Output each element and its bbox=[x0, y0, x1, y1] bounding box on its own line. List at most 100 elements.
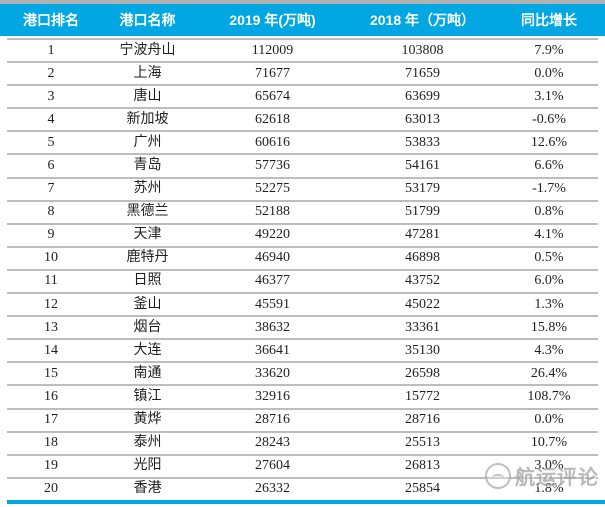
port-cell: 黄烨 bbox=[133, 412, 162, 428]
y2018-cell: 26598 bbox=[405, 365, 440, 381]
y2018-cell: 103808 bbox=[401, 42, 444, 58]
table-row: 16 镇江 32916 15772 108.7% bbox=[7, 384, 598, 407]
y2019-cell: 57736 bbox=[255, 158, 290, 174]
table-row: 14 大连 36641 35130 4.3% bbox=[7, 338, 598, 361]
y2018-cell: 25854 bbox=[405, 481, 440, 497]
table-row: 17 黄烨 28716 28716 0.0% bbox=[7, 407, 598, 431]
y2018-cell: 26813 bbox=[405, 458, 440, 474]
column-header-growth: 同比增长 bbox=[521, 12, 577, 28]
port-cell: 天津 bbox=[133, 227, 162, 243]
y2019-cell: 45591 bbox=[255, 296, 290, 312]
growth-cell: -1.7% bbox=[532, 181, 566, 197]
port-cell: 苏州 bbox=[133, 181, 162, 197]
table-row: 11 日照 46377 43752 6.0% bbox=[7, 268, 598, 292]
y2018-cell: 35130 bbox=[405, 342, 440, 358]
rank-cell: 10 bbox=[44, 250, 58, 266]
growth-cell: 4.1% bbox=[534, 227, 564, 243]
rank-cell: 13 bbox=[44, 319, 58, 335]
rank-cell: 20 bbox=[44, 481, 58, 497]
port-cell: 烟台 bbox=[133, 319, 162, 335]
table-row: 6 青岛 57736 54161 6.6% bbox=[7, 153, 598, 176]
growth-cell: 15.8% bbox=[530, 319, 568, 335]
growth-cell: 3.1% bbox=[534, 88, 564, 104]
table-row: 20 香港 26332 25854 1.8% bbox=[7, 476, 598, 500]
table-row: 12 釜山 45591 45022 1.3% bbox=[7, 292, 598, 315]
y2018-cell: 33361 bbox=[405, 319, 440, 335]
table-row: 18 泰州 28243 25513 10.7% bbox=[7, 430, 598, 454]
rank-cell: 16 bbox=[44, 388, 58, 404]
table-row: 7 苏州 52275 53179 -1.7% bbox=[7, 176, 598, 200]
y2019-cell: 60616 bbox=[255, 134, 290, 150]
rank-cell: 15 bbox=[44, 365, 58, 381]
port-cell: 釜山 bbox=[133, 296, 162, 312]
port-cell: 日照 bbox=[133, 273, 162, 289]
growth-cell: 1.3% bbox=[534, 296, 564, 312]
rank-cell: 18 bbox=[44, 435, 58, 451]
y2019-cell: 33620 bbox=[255, 365, 290, 381]
port-cell: 唐山 bbox=[133, 88, 162, 104]
table-row: 19 光阳 27604 26813 3.0% bbox=[7, 453, 598, 477]
rank-cell: 6 bbox=[47, 158, 55, 174]
y2018-cell: 53833 bbox=[405, 134, 440, 150]
rank-cell: 14 bbox=[44, 342, 58, 358]
y2018-cell: 63013 bbox=[405, 111, 440, 127]
y2018-cell: 51799 bbox=[405, 204, 440, 220]
growth-cell: 7.9% bbox=[534, 42, 564, 58]
column-header-rank: 港口排名 bbox=[23, 12, 79, 28]
growth-cell: 1.8% bbox=[534, 481, 564, 497]
y2019-cell: 36641 bbox=[255, 342, 290, 358]
y2019-cell: 62618 bbox=[255, 111, 290, 127]
y2018-cell: 47281 bbox=[405, 227, 440, 243]
y2019-cell: 49220 bbox=[255, 227, 290, 243]
y2019-cell: 52188 bbox=[255, 204, 290, 220]
column-header-port: 港口名称 bbox=[119, 12, 176, 28]
y2018-cell: 25513 bbox=[405, 435, 440, 451]
port-cell: 泰州 bbox=[133, 435, 162, 451]
growth-cell: 0.8% bbox=[534, 204, 564, 220]
rank-cell: 2 bbox=[47, 65, 55, 81]
rank-cell: 7 bbox=[47, 181, 55, 197]
table-body: 1 宁波舟山 112009 103808 7.9% 2 上海 71677 71659 0.0% 3 唐… bbox=[7, 38, 598, 500]
growth-cell: 0.5% bbox=[534, 250, 564, 266]
rank-cell: 5 bbox=[47, 134, 55, 150]
port-cell: 镇江 bbox=[133, 388, 162, 404]
table-row: 4 新加坡 62618 63013 -0.6% bbox=[7, 107, 598, 130]
y2018-cell: 71659 bbox=[405, 65, 440, 81]
rank-cell: 8 bbox=[47, 204, 55, 220]
y2018-cell: 63699 bbox=[405, 88, 440, 104]
rank-cell: 12 bbox=[44, 296, 58, 312]
port-cell: 光阳 bbox=[133, 458, 162, 474]
port-cell: 新加坡 bbox=[126, 111, 169, 127]
port-cell: 南通 bbox=[133, 365, 162, 381]
growth-cell: 10.7% bbox=[530, 435, 568, 451]
rank-cell: 3 bbox=[47, 88, 55, 104]
growth-cell: 3.0% bbox=[534, 458, 564, 474]
rank-cell: 1 bbox=[47, 42, 55, 58]
growth-cell: 6.6% bbox=[534, 158, 564, 174]
y2019-cell: 26332 bbox=[255, 481, 290, 497]
y2019-cell: 65674 bbox=[255, 88, 290, 104]
growth-cell: 4.3% bbox=[534, 342, 564, 358]
y2018-cell: 53179 bbox=[405, 181, 440, 197]
growth-cell: 26.4% bbox=[530, 365, 568, 381]
y2019-cell: 38632 bbox=[255, 319, 290, 335]
y2019-cell: 28243 bbox=[255, 435, 290, 451]
y2019-cell: 46377 bbox=[255, 273, 290, 289]
rank-cell: 4 bbox=[47, 111, 55, 127]
y2018-cell: 28716 bbox=[405, 412, 440, 428]
table-row: 8 黑德兰 52188 51799 0.8% bbox=[7, 199, 598, 223]
growth-cell: -0.6% bbox=[532, 111, 566, 127]
port-cell: 香港 bbox=[133, 481, 162, 497]
growth-cell: 0.0% bbox=[534, 65, 564, 81]
port-cell: 广州 bbox=[133, 134, 162, 150]
port-cell: 上海 bbox=[133, 65, 162, 81]
table-row: 9 天津 49220 47281 4.1% bbox=[7, 222, 598, 246]
y2018-cell: 43752 bbox=[405, 273, 440, 289]
y2019-cell: 46940 bbox=[255, 250, 290, 266]
y2019-cell: 32916 bbox=[255, 388, 290, 404]
bottom-divider bbox=[7, 500, 605, 504]
port-cell: 大连 bbox=[133, 342, 162, 358]
table-row: 5 广州 60616 53833 12.6% bbox=[7, 130, 598, 153]
table-row: 2 上海 71677 71659 0.0% bbox=[7, 61, 598, 84]
port-cell: 黑德兰 bbox=[126, 204, 169, 220]
